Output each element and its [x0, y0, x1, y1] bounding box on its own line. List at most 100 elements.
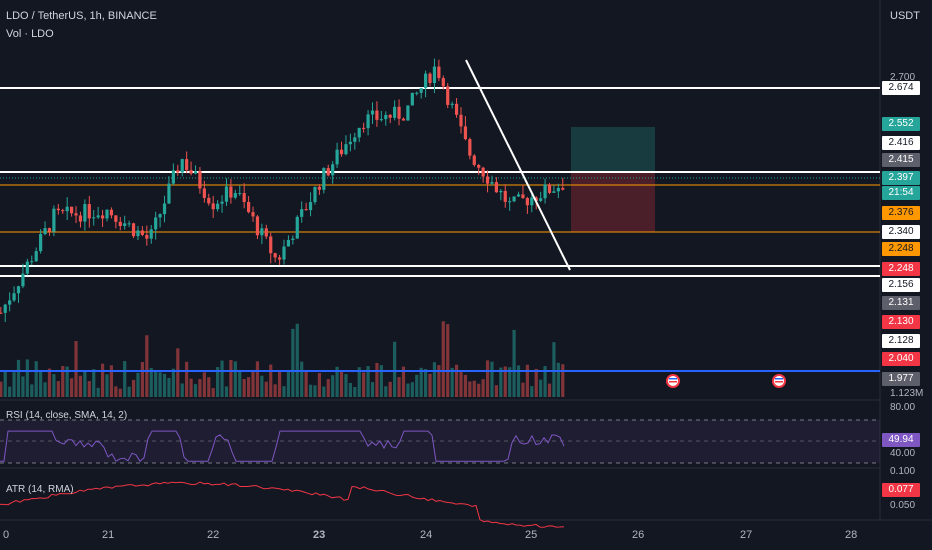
candle-body: [131, 223, 136, 237]
volume-bar: [348, 382, 352, 397]
atr-legend[interactable]: ATR (14, RMA): [6, 484, 74, 495]
volume-bar: [362, 372, 366, 397]
volume-bar: [136, 372, 140, 397]
price-label: 2.416: [882, 136, 920, 150]
us-flag-icon[interactable]: [772, 374, 786, 388]
candle-body: [171, 170, 175, 184]
take-profit-zone[interactable]: [571, 127, 655, 173]
candle-body: [56, 208, 60, 211]
candle-body: [384, 114, 388, 120]
candle-body: [441, 78, 445, 87]
price-label: 2.376: [882, 206, 920, 220]
candle-body: [295, 216, 299, 239]
volume-bar: [472, 380, 476, 397]
candle-body: [397, 106, 401, 119]
candle-body: [410, 92, 414, 106]
volume-bar: [304, 370, 308, 397]
date-tick: 21: [102, 529, 115, 541]
candle-body: [313, 186, 317, 203]
candle-body: [118, 221, 122, 227]
volume-bar: [300, 361, 304, 397]
trendline[interactable]: [465, 59, 571, 271]
volume-bar: [61, 366, 65, 397]
volume-bar: [446, 324, 450, 397]
volume-bar: [140, 362, 144, 397]
candle-body: [255, 216, 260, 236]
candle-body: [140, 230, 144, 235]
candle-body: [34, 251, 38, 262]
rsi-tick-top: 80.00: [890, 402, 916, 413]
price-label: 2.674: [882, 81, 920, 95]
candle-body: [499, 190, 503, 193]
volume-bar: [277, 371, 282, 397]
candle-body: [260, 228, 264, 236]
candle-body: [561, 187, 565, 190]
volume-bar: [52, 374, 56, 397]
volume-bar: [39, 370, 43, 397]
candle-body: [472, 155, 476, 165]
volume-bar: [220, 360, 224, 397]
volume-bar: [379, 365, 383, 397]
candle-body: [450, 103, 454, 105]
candle-body: [286, 240, 291, 247]
candle-body: [207, 197, 211, 204]
candle-body: [185, 159, 189, 171]
price-label: 2.248: [882, 242, 920, 256]
atr-tick-bottom: 0.050: [890, 500, 916, 511]
symbol-title[interactable]: LDO / TetherUS, 1h, BINANCE: [6, 10, 157, 22]
us-flag-icon[interactable]: [666, 374, 680, 388]
candle-body: [0, 312, 3, 314]
rsi-line: [0, 430, 565, 462]
volume-bar: [247, 377, 251, 397]
volume-bar: [313, 385, 317, 397]
rsi-legend[interactable]: RSI (14, close, SMA, 14, 2): [6, 410, 128, 421]
candle-body: [326, 168, 330, 176]
volume-bar: [344, 374, 348, 397]
volume-bar: [100, 363, 105, 397]
candle-body: [158, 214, 162, 218]
volume-bar: [454, 364, 459, 397]
candle-body: [238, 193, 242, 195]
candle-body: [229, 186, 233, 198]
volume-bar: [393, 341, 397, 397]
candle-body: [432, 66, 437, 84]
price-label: 2.156: [882, 278, 920, 292]
volume-bar: [508, 367, 512, 397]
candle-body: [490, 182, 494, 184]
candle-body: [83, 204, 87, 222]
candle-body: [149, 229, 153, 239]
volume-bar: [30, 384, 34, 397]
candle-body: [357, 127, 361, 138]
stop-loss-zone[interactable]: [571, 173, 655, 232]
candle-body: [224, 186, 229, 202]
volume-bar: [180, 383, 184, 397]
candle-body: [556, 187, 560, 192]
price-tick: 2.700: [890, 72, 916, 83]
candle-body: [446, 86, 450, 105]
rsi-tick-bottom: 40.00: [890, 448, 916, 459]
candle-body: [123, 223, 127, 227]
volume-bar: [96, 387, 100, 397]
volume-bar: [481, 379, 485, 397]
volume-legend[interactable]: Vol · LDO: [6, 28, 54, 40]
candle-body: [428, 73, 432, 84]
candle-body: [424, 73, 428, 89]
candle-body: [114, 215, 118, 222]
volume-bar: [114, 386, 118, 397]
candle-body: [136, 230, 140, 237]
volume-bar: [503, 366, 507, 397]
volume-bar: [556, 362, 560, 397]
candle-body: [216, 203, 220, 210]
volume-bar: [552, 342, 556, 397]
candle-body: [370, 110, 375, 115]
volume-bar: [366, 366, 370, 397]
candle-body: [74, 213, 78, 216]
volume-bar: [353, 386, 357, 397]
volume-bar: [384, 386, 388, 397]
candle-body: [494, 182, 498, 193]
candle-body: [167, 183, 171, 204]
volume-bar: [0, 381, 3, 397]
candle-body: [539, 198, 543, 201]
candle-body: [512, 196, 516, 202]
